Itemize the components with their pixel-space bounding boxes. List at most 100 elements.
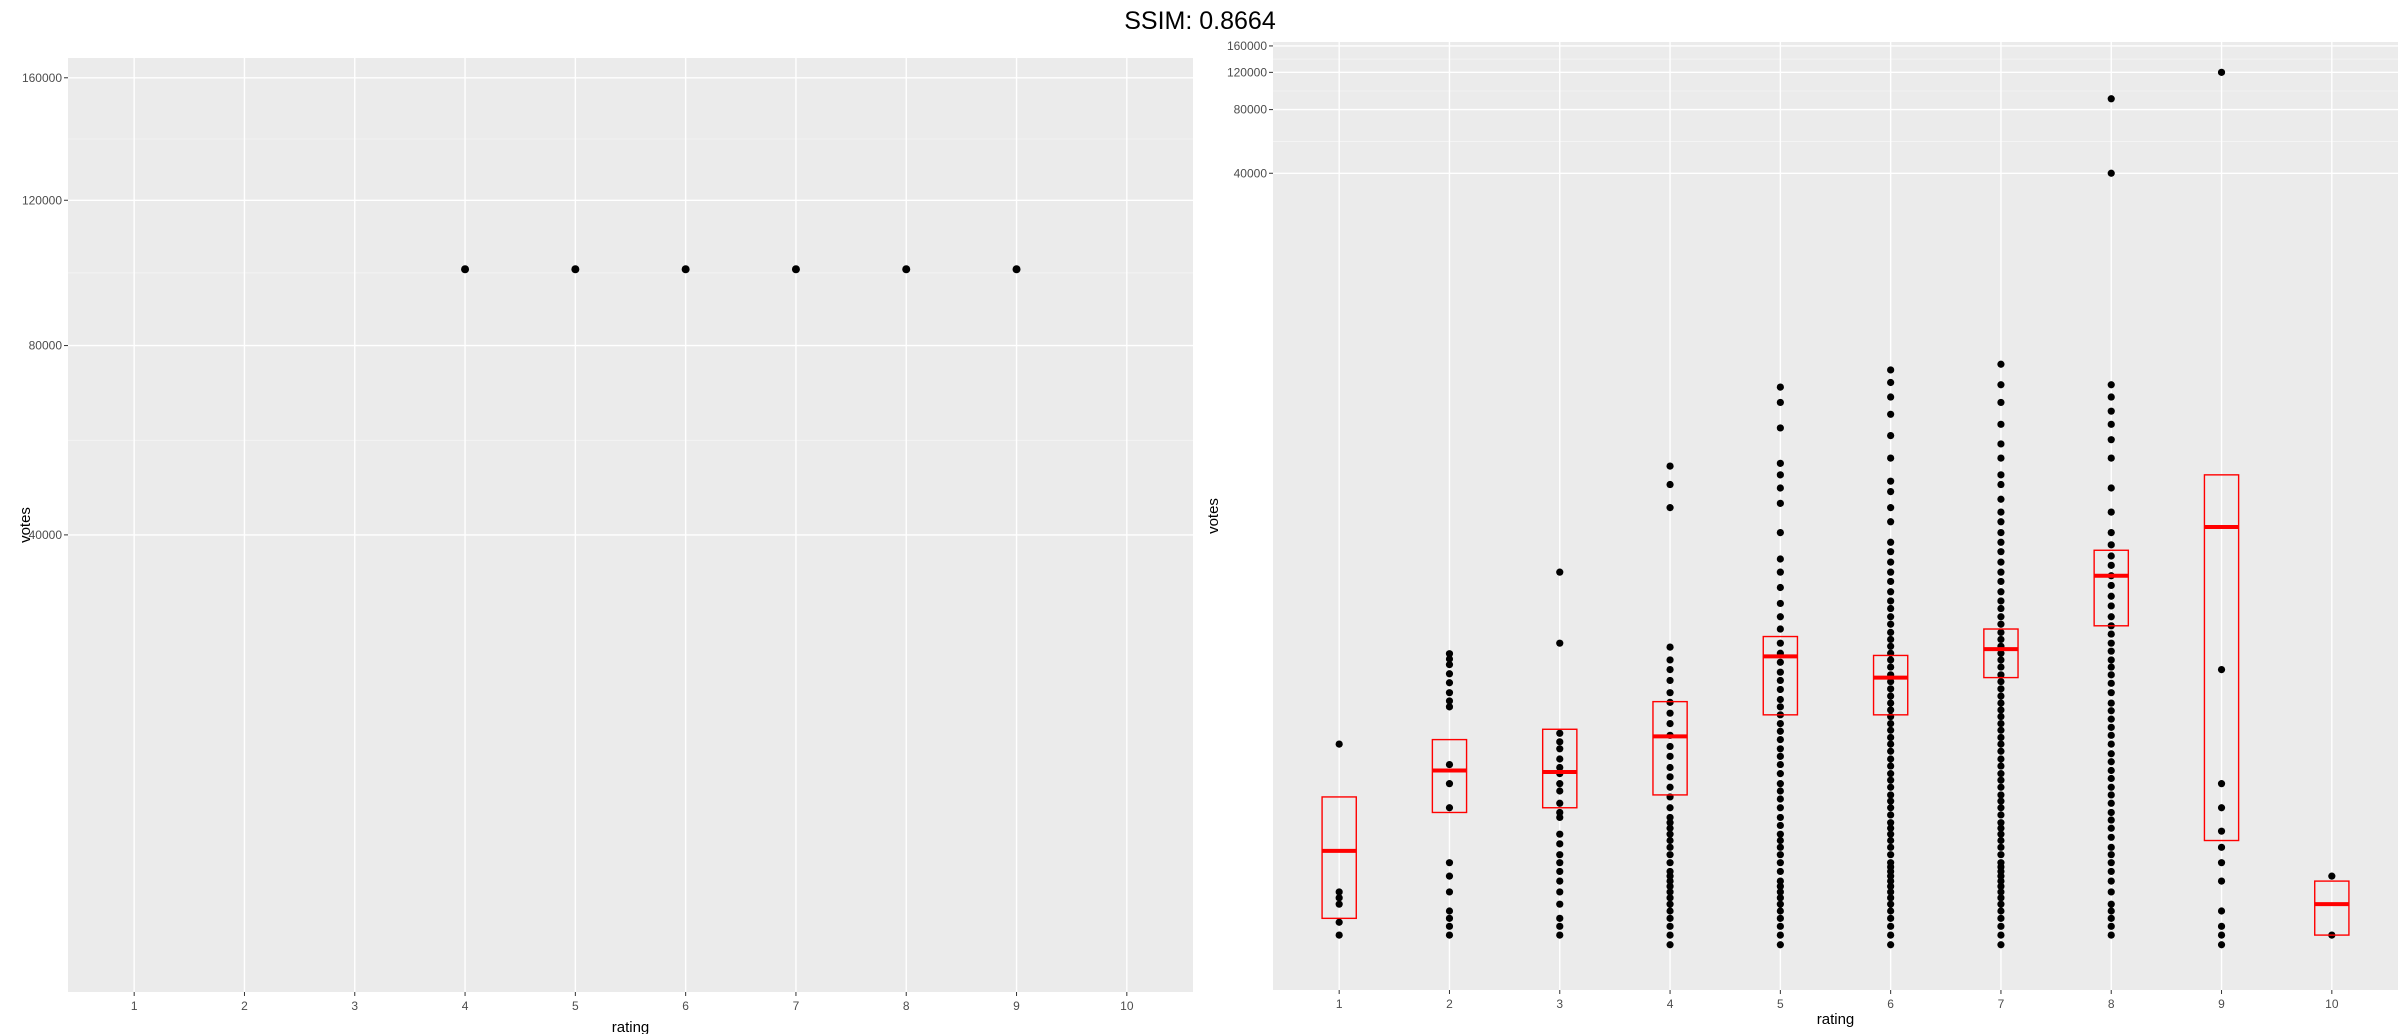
right-data-point: [2107, 859, 2115, 867]
right-data-point: [1997, 830, 2005, 838]
right-y-tick-label: 80000: [1234, 103, 1268, 117]
right-data-point: [1997, 604, 2005, 613]
right-data-point: [1666, 462, 1674, 470]
right-data-point: [1666, 666, 1674, 674]
right-data-point: [1997, 480, 2005, 489]
left-y-axis: 40000 80000 120000 160000: [22, 71, 68, 542]
right-data-point: [1445, 804, 1454, 812]
right-data-point: [2217, 780, 2226, 788]
right-data-point: [1445, 661, 1454, 669]
right-data-point: [1997, 692, 2005, 700]
right-data-point: [1997, 454, 2005, 462]
right-data-point: [1556, 813, 1564, 822]
right-data-point: [1887, 783, 1895, 791]
right-data-point: [1776, 922, 1784, 930]
left-data-point: [791, 265, 800, 274]
right-data-point: [1997, 783, 2005, 791]
right-data-point: [1666, 843, 1674, 851]
left-data-point: [681, 265, 690, 274]
left-x-tick-label: 2: [241, 999, 248, 1013]
right-data-point: [1666, 931, 1674, 939]
right-box: [1321, 796, 1357, 920]
right-data-point: [1556, 840, 1564, 848]
right-data-point: [1776, 499, 1784, 507]
right-data-point: [1997, 719, 2005, 728]
right-box: [1872, 654, 1909, 716]
right-data-point: [1776, 719, 1784, 728]
right-data-point: [2107, 689, 2115, 697]
right-data-point: [2107, 750, 2115, 758]
right-x-tick-label: 7: [1998, 997, 2005, 1011]
right-data-point: [2217, 877, 2226, 885]
right-data-point: [1776, 736, 1784, 744]
right-data-point: [1997, 776, 2005, 784]
right-data-point: [1887, 747, 1895, 755]
right-data-point: [1997, 649, 2005, 657]
right-data-point: [1887, 568, 1895, 576]
right-data-point: [2107, 783, 2115, 791]
right-data-point: [1997, 712, 2005, 721]
right-data-point: [1997, 819, 2005, 827]
right-data-point: [1997, 941, 2005, 949]
right-data-point: [1997, 797, 2005, 805]
right-data-point: [2107, 766, 2115, 775]
right-data-point: [2217, 827, 2226, 835]
right-data-point: [1887, 635, 1895, 644]
right-data-point: [2107, 931, 2115, 939]
right-data-point: [1666, 888, 1674, 896]
right-data-point: [1887, 699, 1895, 707]
right-data-point: [1997, 597, 2005, 605]
right-data-point: [1556, 738, 1564, 746]
right-data-point: [1776, 639, 1784, 647]
right-data-point: [2107, 731, 2115, 739]
right-data-point: [2107, 169, 2115, 177]
right-x-axis: 1 2 3 4 5 6 7 8 9 10: [1336, 990, 2339, 1011]
right-data-point: [1887, 922, 1895, 930]
right-data-point: [1887, 588, 1895, 596]
right-data-point: [1335, 888, 1343, 896]
right-gridlines: [1273, 42, 2398, 990]
right-data-point: [2107, 592, 2115, 600]
right-data-point: [1997, 577, 2005, 586]
left-x-tick-label: 6: [682, 999, 689, 1013]
right-data-point: [2217, 922, 2226, 930]
right-data-point: [1997, 894, 2005, 902]
left-data-point: [461, 265, 470, 274]
right-data-point: [1887, 366, 1895, 374]
right-data-point: [2328, 872, 2336, 880]
right-data-point: [1887, 548, 1895, 556]
right-data-point: [1445, 914, 1454, 922]
right-data-point: [1666, 851, 1674, 859]
right-data-point: [1556, 639, 1564, 647]
right-data-point: [2107, 791, 2115, 799]
right-data-point: [1997, 907, 2005, 915]
right-data-point: [2107, 907, 2115, 915]
right-data-point: [1445, 760, 1454, 769]
right-data-point: [1776, 830, 1784, 838]
left-data-point: [902, 265, 911, 274]
right-data-point: [2107, 699, 2115, 707]
right-data-point: [1997, 740, 2005, 748]
right-data-point: [2107, 484, 2115, 492]
right-data-point: [1887, 851, 1895, 859]
right-data-point: [1666, 676, 1674, 685]
right-data-point: [1776, 882, 1784, 890]
right-data-point: [2217, 843, 2226, 851]
right-data-point: [1776, 843, 1784, 851]
right-data-point: [2107, 914, 2115, 922]
right-data-point: [2217, 931, 2226, 939]
right-data-point: [1887, 888, 1895, 896]
right-data-point: [1887, 755, 1895, 763]
right-box: [2203, 474, 2240, 842]
left-data-point: [1012, 265, 1021, 274]
left-x-axis: 1 2 3 4 5 6 7 8 9 10: [131, 992, 1134, 1013]
right-data-point: [1997, 548, 2005, 556]
right-data-point: [2107, 877, 2115, 885]
right-data-point: [1997, 656, 2005, 664]
right-data-point: [1445, 703, 1454, 711]
right-data-point: [1887, 628, 1895, 636]
right-data-point: [1666, 819, 1674, 827]
right-data-point: [1776, 836, 1784, 845]
right-data-point: [1445, 922, 1454, 930]
right-data-point: [2107, 508, 2115, 516]
